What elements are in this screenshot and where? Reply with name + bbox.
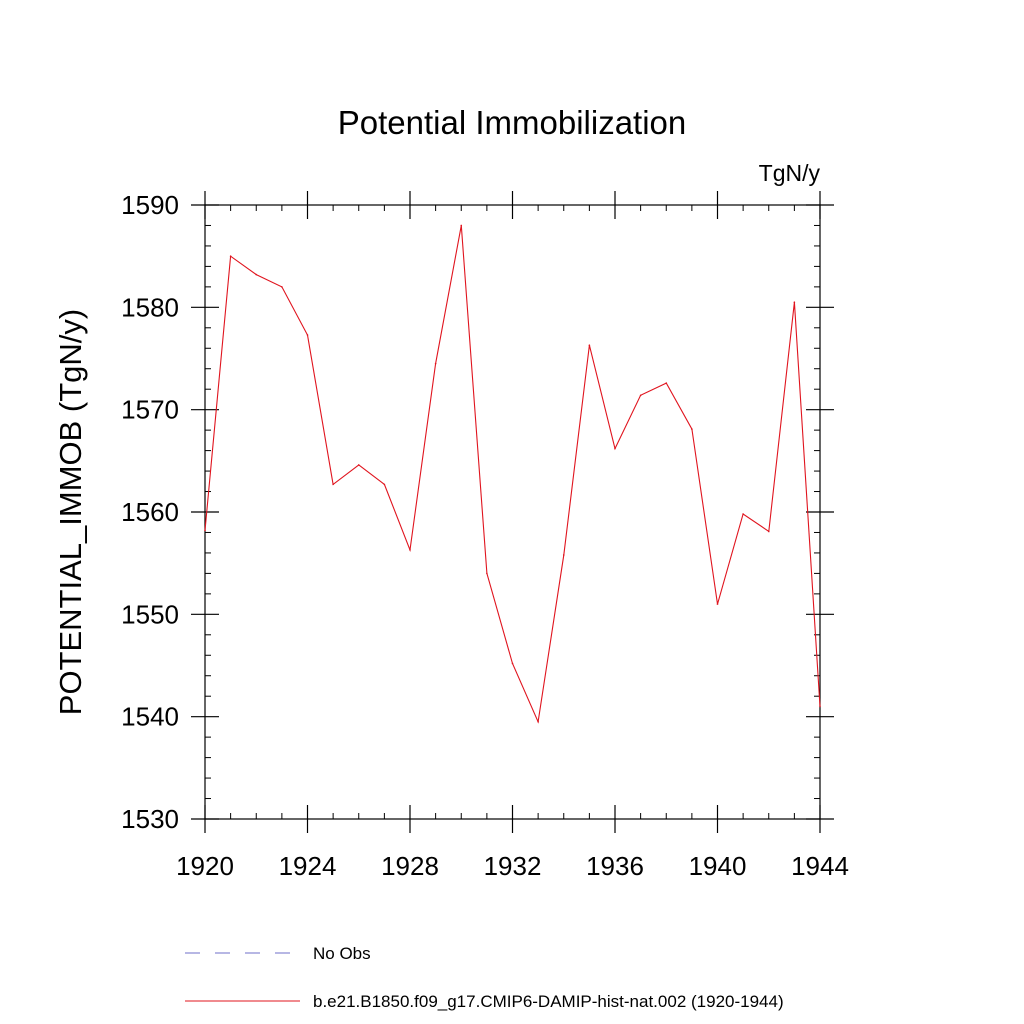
data-point [793,301,796,304]
x-tick-label: 1928 [381,851,439,881]
data-point [665,382,668,384]
y-tick-label: 1590 [121,190,179,220]
data-point [614,447,616,450]
y-tick-label: 1570 [121,395,179,425]
data-point [332,483,334,486]
series-line [204,225,821,724]
x-tick-label: 1940 [689,851,747,881]
x-tick-label: 1936 [586,851,644,881]
data-point [229,255,232,257]
data-point [204,529,206,532]
data-point [562,554,565,556]
data-point [460,224,463,227]
data-point [357,464,360,466]
minor-ticks [205,205,820,819]
y-tick-label: 1530 [121,804,179,834]
x-tick-labels: 1920 1924 1928 1932 1936 1940 1944 [176,851,849,881]
y-tick-label: 1550 [121,599,179,629]
legend-label: No Obs [313,944,371,963]
plot-frame [204,204,821,820]
data-point [588,344,591,346]
y-tick-label: 1560 [121,497,179,527]
legend-label: b.e21.B1850.f09_g17.CMIP6-DAMIP-hist-nat… [313,992,784,1011]
data-point [716,603,719,605]
data-point [486,572,488,575]
data-point [511,662,514,665]
units-label: TgN/y [759,160,821,186]
data-point [819,705,821,708]
data-point [409,549,411,551]
data-point [306,334,309,336]
data-point [434,362,437,365]
data-point [255,273,258,276]
series-group [204,224,821,724]
data-point [742,513,744,515]
data-point [383,483,386,486]
x-tick-label: 1924 [279,851,337,881]
y-tick-label: 1540 [121,702,179,732]
x-tick-label: 1944 [791,851,849,881]
x-tick-label: 1932 [484,851,542,881]
data-point [639,394,642,397]
legend: No Obs b.e21.B1850.f09_g17.CMIP6-DAMIP-hi… [185,944,784,1011]
data-point [537,720,539,723]
x-tick-label: 1920 [176,851,234,881]
y-tick-label: 1580 [121,292,179,322]
y-axis-label: POTENTIAL_IMMOB (TgN/y) [53,309,88,715]
data-point [691,428,693,430]
chart-title: Potential Immobilization [338,104,687,141]
major-ticks [191,191,834,833]
y-tick-labels: 1530 1540 1550 1560 1570 1580 1590 [121,190,179,834]
data-point [767,530,770,533]
data-point [281,286,283,288]
